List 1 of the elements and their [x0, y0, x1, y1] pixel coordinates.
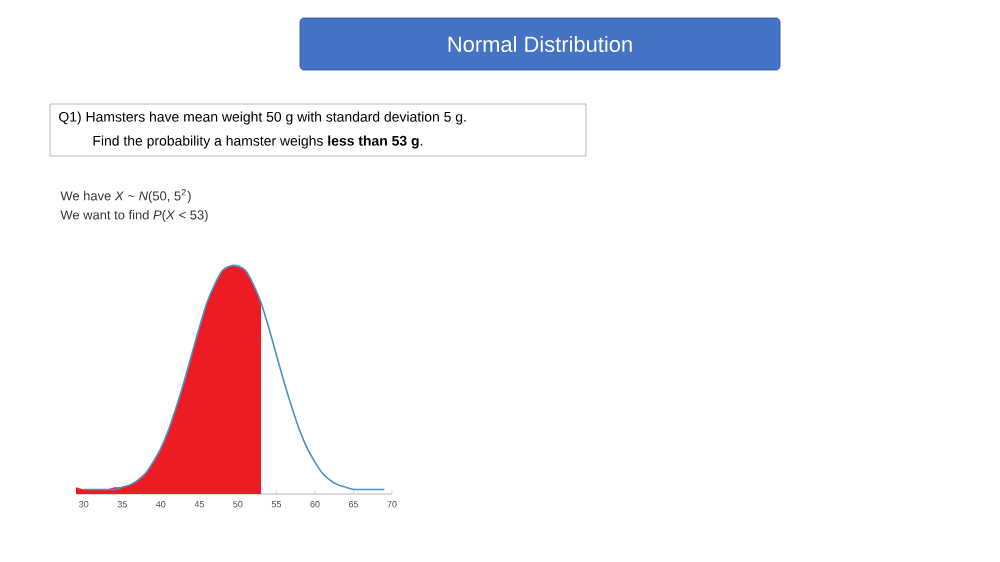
text: Normal Distribution	[448, 35, 632, 53]
